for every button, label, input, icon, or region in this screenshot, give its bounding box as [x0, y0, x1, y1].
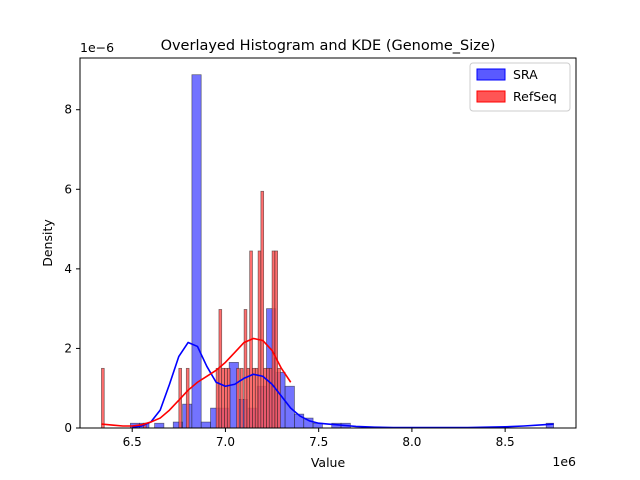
x-tick-label-4: 8.5 [496, 435, 515, 449]
bar-refseq-0 [101, 367, 105, 429]
bar-refseq-14 [252, 367, 256, 429]
y-tick-label-3: 6 [64, 182, 72, 196]
y-tick-label-2: 4 [64, 262, 72, 276]
bar-refseq-4 [215, 367, 220, 429]
x-tick-label-2: 7.5 [309, 435, 328, 449]
x-axis-label: Value [311, 455, 346, 470]
chart-title: Overlayed Histogram and KDE (Genome_Size… [161, 38, 496, 54]
bar-refseq-8 [226, 367, 231, 429]
bar-refseq-11 [243, 309, 248, 429]
bar-refseq-22 [274, 250, 279, 429]
y-scale-label: 1e−6 [80, 40, 114, 55]
bar-refseq-7 [224, 367, 228, 429]
x-tick-label-0: 6.5 [123, 435, 142, 449]
bar-refseq-3 [185, 367, 190, 429]
kde-line-refseq [101, 337, 292, 427]
axes-frame [79, 57, 577, 429]
x-scale-label: 1e6 [552, 454, 576, 469]
bar-refseq-10 [240, 367, 244, 429]
legend-label-sra: SRA [513, 67, 538, 82]
bar-refseq-19 [266, 367, 270, 429]
legend-swatch-refseq [476, 90, 506, 103]
bar-sra-6 [200, 421, 211, 429]
legend-swatch-sra [476, 68, 506, 81]
bar-refseq-23 [277, 367, 281, 429]
legend-label-refseq: RefSeq [513, 89, 557, 104]
bar-sra-2 [154, 422, 165, 429]
bar-sra-5 [191, 74, 202, 429]
x-tick-label-3: 8.0 [402, 435, 421, 449]
y-tick-label-1: 2 [64, 341, 72, 355]
bar-refseq-5 [218, 309, 223, 429]
bar-refseq-17 [260, 190, 265, 429]
y-tick-label-0: 0 [64, 421, 72, 435]
legend: SRA RefSeq [469, 62, 571, 112]
x-tick-label-1: 7.0 [216, 435, 235, 449]
bar-refseq-9 [236, 367, 240, 429]
axis-ticks: 6.5 7.0 7.5 8.0 8.5 0 2 4 6 8 [64, 103, 514, 449]
bar-refseq-21 [271, 250, 276, 429]
y-tick-label-4: 8 [64, 103, 72, 117]
y-axis-label: Density [40, 219, 55, 267]
bar-refseq-6 [221, 367, 225, 429]
bar-refseq-15 [254, 367, 259, 429]
bar-refseq-20 [268, 367, 273, 429]
